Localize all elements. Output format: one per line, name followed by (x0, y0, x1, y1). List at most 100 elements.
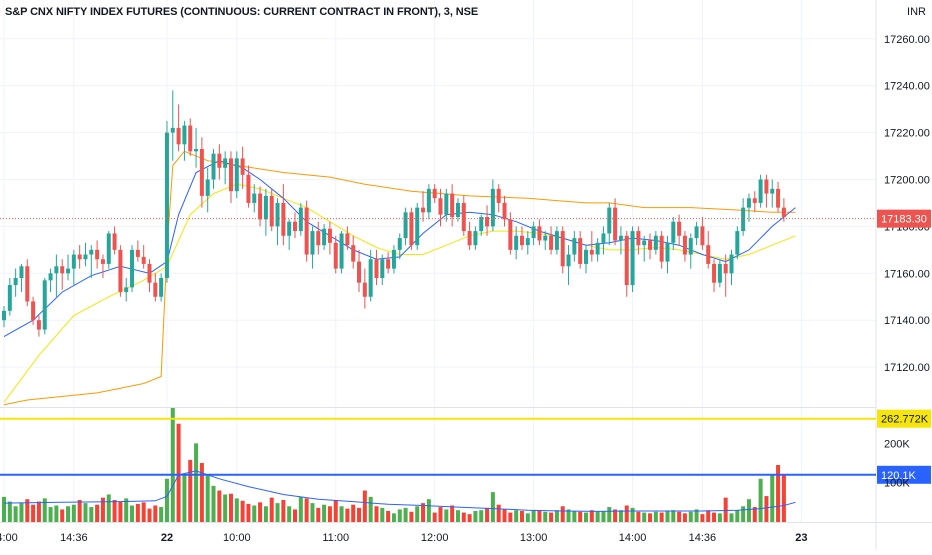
candle-body (496, 188, 501, 203)
volume-bar-up (630, 507, 635, 522)
candle-up (234, 151, 239, 199)
volume-bar-up (48, 507, 53, 522)
candle-up (630, 226, 635, 293)
volume-bar-down (199, 463, 204, 522)
volume-bar-down (100, 497, 105, 522)
volume-bar-down (682, 513, 687, 522)
volume-bar-up (205, 475, 210, 522)
time-tick-label: 14:00 (619, 532, 647, 544)
volume-bar-up (525, 513, 530, 522)
candle-up (159, 273, 164, 302)
price-tick-label: 17240.00 (884, 81, 930, 93)
candle-up (130, 245, 135, 293)
candle-body (502, 202, 507, 220)
last-price-value: 17183.30 (881, 214, 927, 226)
candle-down (77, 245, 82, 269)
candle-body (665, 242, 670, 262)
volume-ma-line (3, 470, 796, 512)
candle-body (112, 233, 117, 250)
time-tick-label: 12:00 (421, 532, 449, 544)
candle-body (485, 217, 490, 227)
candle-up (473, 226, 478, 250)
volume-bar-up (607, 507, 612, 522)
candle-body (752, 198, 757, 203)
candle-body (659, 235, 664, 262)
candle-body (461, 202, 466, 232)
candle-down (345, 226, 350, 250)
volume-bar-down (450, 505, 455, 522)
candle-down (496, 184, 501, 213)
candle-body (403, 212, 408, 239)
candle-body (223, 158, 228, 168)
candle-up (595, 238, 600, 262)
candle-body (205, 179, 210, 196)
candle-down (764, 174, 769, 208)
volume-bar-down (304, 498, 309, 522)
volume-bar-down (112, 499, 117, 522)
volume-bar-down (648, 513, 653, 522)
volume-bar-up (287, 506, 292, 522)
candle-up (48, 268, 53, 293)
volume-bar-down (95, 504, 100, 522)
candle-body (13, 278, 18, 286)
candle-up (83, 242, 88, 267)
price-tick-label: 17260.00 (884, 34, 930, 46)
time-tick-label: 10:00 (223, 532, 251, 544)
candle-down (36, 315, 41, 337)
candle-body (106, 233, 111, 264)
volume-bar-down (269, 497, 274, 522)
candle-up (298, 202, 303, 236)
candle-body (479, 217, 484, 232)
time-tick-label: 14:36 (689, 532, 717, 544)
candle-up (479, 214, 484, 236)
candle-body (188, 125, 193, 152)
volume-bar-up (770, 474, 775, 522)
volume-bar-up (729, 513, 734, 522)
volume-bar-up (694, 509, 699, 522)
volume-bar-up (71, 504, 76, 522)
candle-down (502, 195, 507, 227)
candle-body (182, 125, 187, 145)
candle-body (566, 254, 571, 267)
candle-body (275, 202, 280, 227)
candle-up (642, 235, 647, 262)
candle-body (589, 249, 594, 255)
candle-up (310, 226, 315, 269)
price-axis-ticks: 17260.0017240.0017220.0017200.0017180.00… (884, 34, 930, 374)
volume-bar-down (77, 499, 82, 522)
volume-bar-up (182, 474, 187, 522)
candle-body (60, 266, 65, 274)
vwap-line (3, 150, 796, 406)
volume-bar-up (566, 509, 571, 522)
candle-down (153, 273, 158, 302)
candle-down (450, 184, 455, 227)
candle-up (205, 167, 210, 213)
volume-bar-up (403, 507, 408, 522)
candle-up (741, 198, 746, 236)
candle-body (194, 149, 199, 152)
volume-bar-down (712, 512, 717, 522)
candle-body (234, 158, 239, 192)
volume-bar-down (327, 506, 332, 522)
candle-up (2, 306, 6, 328)
volume-bar-up (426, 499, 431, 522)
volume-bar-down (316, 507, 321, 522)
volume-bar-down (217, 490, 222, 522)
candle-body (648, 240, 653, 250)
candle-down (269, 188, 274, 232)
volume-bar-down (60, 509, 65, 522)
volume-marker-value: 120.1K (881, 470, 917, 482)
candle-down (461, 195, 466, 236)
volume-bar-down (467, 514, 472, 522)
candle-body (100, 259, 105, 264)
candle-body (391, 249, 396, 269)
volume-bar-up (758, 478, 763, 522)
volume-bar-up (473, 510, 478, 522)
candle-body (758, 179, 763, 203)
candle-up (426, 184, 431, 220)
candle-up (391, 245, 396, 274)
candle-up (89, 245, 94, 278)
volume-bar-up (234, 498, 239, 522)
